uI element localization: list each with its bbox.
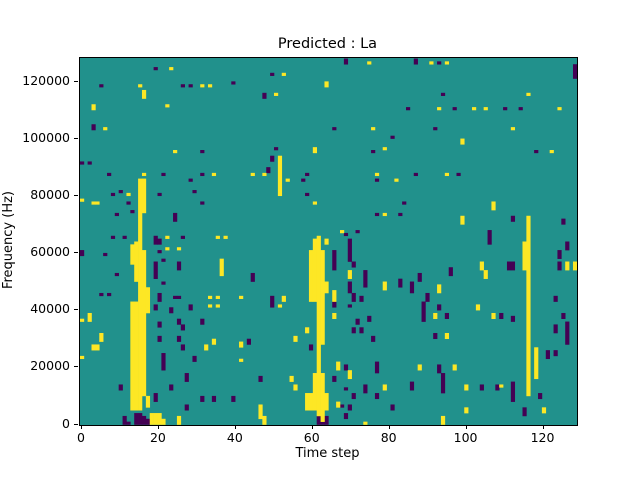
y-tick-mark bbox=[74, 252, 78, 253]
x-tick-mark bbox=[81, 425, 82, 429]
x-tick-label: 40 bbox=[226, 430, 243, 445]
x-tick-label: 120 bbox=[530, 430, 555, 445]
y-tick-label: 100000 bbox=[22, 129, 70, 145]
chart-title: Predicted : La bbox=[277, 36, 378, 52]
x-tick-mark bbox=[542, 425, 544, 429]
x-tick-mark bbox=[465, 425, 467, 429]
x-tick-mark bbox=[157, 425, 159, 429]
x-tick-label: 60 bbox=[303, 430, 320, 445]
y-tick-mark bbox=[74, 137, 78, 139]
y-tick-mark bbox=[74, 309, 78, 311]
x-axis-label: Time step bbox=[295, 446, 360, 461]
y-tick-label: 80000 bbox=[30, 186, 70, 202]
y-tick-mark bbox=[74, 194, 78, 196]
y-tick-mark bbox=[74, 80, 78, 82]
x-tick-mark bbox=[311, 425, 313, 429]
plot-area bbox=[79, 57, 578, 426]
y-tick-label: 20000 bbox=[30, 358, 70, 374]
x-tick-label: 80 bbox=[380, 430, 397, 445]
heatmap-cells bbox=[80, 58, 577, 425]
y-tick-label: 120000 bbox=[22, 72, 70, 88]
y-tick-mark bbox=[74, 423, 78, 425]
y-tick-mark bbox=[74, 366, 78, 368]
y-tick-label: 40000 bbox=[30, 301, 70, 317]
x-tick-label: 100 bbox=[453, 430, 478, 445]
x-tick-label: 0 bbox=[77, 430, 85, 445]
x-tick-mark bbox=[234, 425, 236, 429]
x-tick-label: 20 bbox=[149, 430, 166, 445]
x-tick-mark bbox=[388, 425, 390, 429]
y-tick-label: 0 bbox=[62, 415, 70, 431]
y-tick-label: 60000 bbox=[30, 244, 70, 259]
